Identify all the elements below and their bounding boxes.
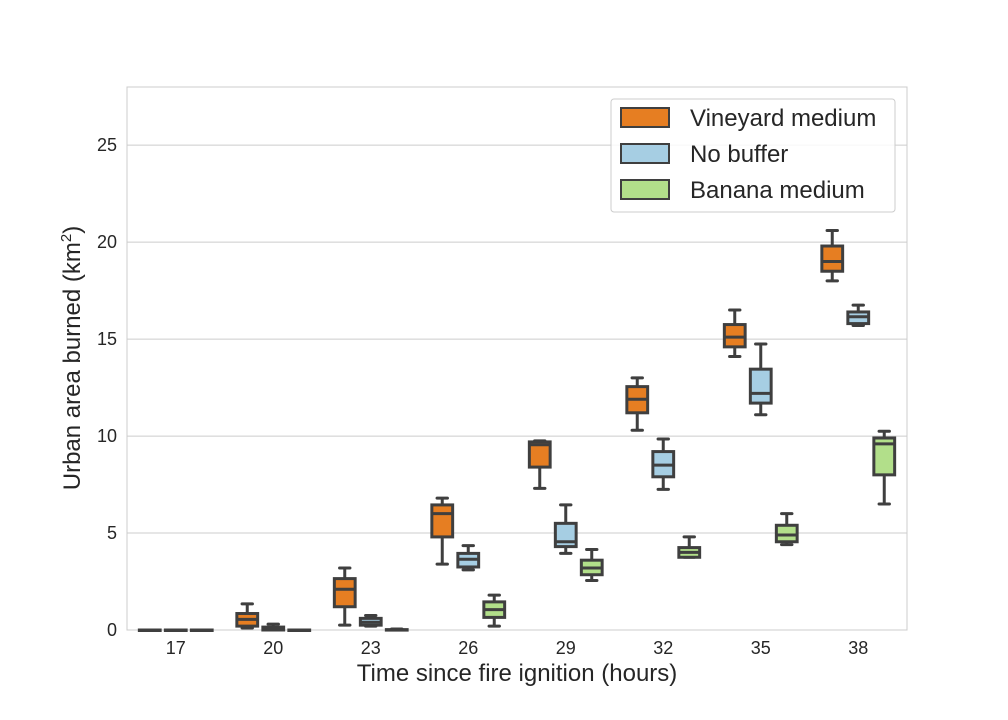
y-tick-label-0: 0 bbox=[107, 620, 117, 640]
x-axis-label: Time since fire ignition (hours) bbox=[357, 660, 678, 687]
box-vineyard-medium-35 bbox=[722, 308, 747, 359]
box-banana-medium-26 bbox=[482, 593, 507, 628]
box-no-buffer-32 bbox=[651, 437, 676, 491]
y-tick-label-25: 25 bbox=[97, 135, 117, 155]
box-vineyard-medium-23 bbox=[332, 566, 357, 627]
y-tick-label-10: 10 bbox=[97, 426, 117, 446]
plot-area-frame bbox=[126, 86, 908, 631]
x-tick-label-26: 26 bbox=[458, 638, 478, 658]
box-banana-medium-35 bbox=[774, 512, 799, 547]
legend-label-banana-medium: Banana medium bbox=[690, 177, 865, 204]
legend: Vineyard medium No buffer Banana medium bbox=[610, 98, 896, 213]
x-tick-label-23: 23 bbox=[361, 638, 381, 658]
y-tick-label-20: 20 bbox=[97, 232, 117, 252]
boxes bbox=[137, 229, 897, 632]
legend-label-vineyard-medium: Vineyard medium bbox=[690, 105, 876, 132]
x-tick-label-20: 20 bbox=[263, 638, 283, 658]
box-no-buffer-35 bbox=[748, 342, 773, 417]
box-no-buffer-23 bbox=[358, 613, 383, 628]
iqr-box bbox=[820, 244, 845, 273]
legend-label-no-buffer: No buffer bbox=[690, 141, 788, 168]
iqr-box bbox=[332, 577, 357, 609]
box-banana-medium-23 bbox=[384, 627, 409, 632]
legend-frame bbox=[610, 98, 896, 213]
x-tick-label-32: 32 bbox=[653, 638, 673, 658]
box-no-buffer-20 bbox=[261, 622, 286, 632]
x-tick-label-35: 35 bbox=[751, 638, 771, 658]
x-tick-label-29: 29 bbox=[556, 638, 576, 658]
gridlines bbox=[127, 144, 907, 631]
box-banana-medium-38 bbox=[872, 429, 897, 506]
box-vineyard-medium-38 bbox=[820, 229, 845, 283]
x-tick-label-17: 17 bbox=[166, 638, 186, 658]
iqr-box bbox=[748, 367, 773, 405]
y-axis-label: Urban area burned (km2) bbox=[58, 226, 86, 490]
x-tick-labels: 17 20 23 26 29 32 35 38 bbox=[166, 638, 869, 658]
box-banana-medium-17 bbox=[189, 628, 214, 632]
legend-swatch-vineyard-medium bbox=[620, 107, 670, 128]
y-tick-label-5: 5 bbox=[107, 523, 117, 543]
iqr-box bbox=[872, 436, 897, 477]
box-banana-medium-20 bbox=[287, 628, 312, 632]
box-no-buffer-29 bbox=[553, 503, 578, 555]
box-vineyard-medium-20 bbox=[235, 602, 260, 630]
box-no-buffer-38 bbox=[846, 303, 871, 328]
box-banana-medium-32 bbox=[677, 535, 702, 559]
legend-swatch-banana-medium bbox=[620, 179, 670, 200]
box-vineyard-medium-32 bbox=[625, 376, 650, 432]
y-axis-label-main: Urban area burned (km bbox=[59, 242, 86, 490]
legend-swatch-no-buffer bbox=[620, 143, 670, 164]
y-tick-label-15: 15 bbox=[97, 329, 117, 349]
box-vineyard-medium-26 bbox=[430, 496, 455, 566]
box-no-buffer-17 bbox=[163, 628, 188, 632]
box-banana-medium-29 bbox=[579, 548, 604, 583]
y-tick-labels: 0 5 10 15 20 25 bbox=[97, 135, 117, 640]
box-vineyard-medium-29 bbox=[527, 439, 552, 490]
y-axis-label-superscript: 2 bbox=[58, 234, 75, 242]
iqr-box bbox=[430, 503, 455, 539]
y-axis-label-close: ) bbox=[59, 226, 86, 234]
box-no-buffer-26 bbox=[456, 544, 481, 572]
iqr-box bbox=[527, 440, 552, 469]
box-vineyard-medium-17 bbox=[137, 628, 162, 632]
x-tick-label-38: 38 bbox=[848, 638, 868, 658]
